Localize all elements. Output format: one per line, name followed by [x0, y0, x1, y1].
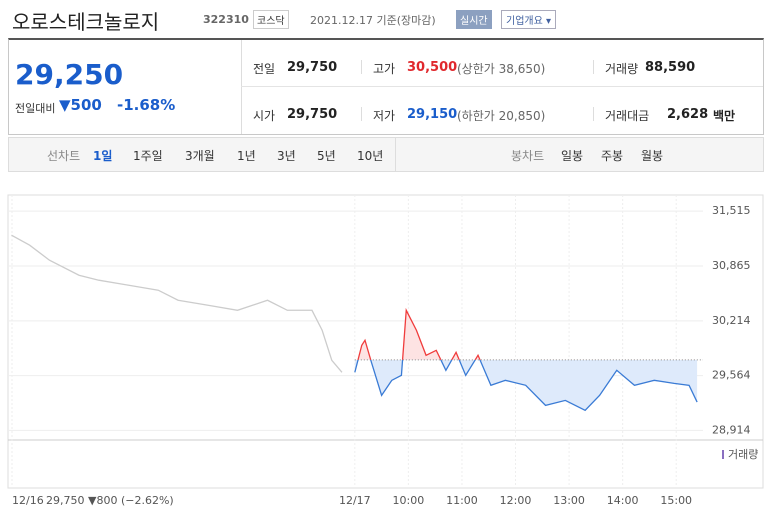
x-tick-label: 10:00 [393, 494, 425, 507]
tab-label: 봉차트 [511, 149, 545, 163]
tab[interactable]: 1년 [237, 149, 256, 163]
tab[interactable]: 월봉 [641, 149, 664, 163]
price-line-down [354, 359, 698, 412]
x-tick-label: 15:00 [660, 494, 692, 507]
x-tick-label: 14:00 [607, 494, 639, 507]
rate: -1.68% [117, 96, 176, 114]
quote-box: 29,250 전일대비 ▼500 -1.68% 전일 29,750 고가 30,500… [8, 38, 764, 135]
change-label: 전일대비 [15, 102, 56, 115]
x-tick-label: 12:00 [500, 494, 532, 507]
tab[interactable]: 3년 [277, 149, 296, 163]
cell-extra: (하한가 20,850) [457, 109, 546, 123]
tab[interactable]: 10년 [357, 149, 384, 163]
y-tick-label: 29,564 [712, 369, 751, 382]
change: ▼500 [59, 96, 102, 114]
tab[interactable]: 일봉 [561, 149, 584, 163]
cell-value: 30,500 [407, 60, 458, 75]
cell-value: 29,750 [287, 60, 338, 75]
price-panel [9, 40, 242, 134]
price: 29,250 [15, 58, 124, 91]
col-divider [361, 107, 362, 121]
market: 코스닥 [253, 10, 289, 29]
cell-label: 거래량 [605, 62, 639, 76]
y-tick-label: 30,214 [712, 314, 751, 327]
volume-label: 거래량 [728, 448, 758, 461]
cell-value: 29,750 [287, 107, 338, 122]
tab[interactable]: 3개월 [185, 149, 215, 163]
y-tick-label: 30,865 [712, 259, 751, 272]
tab-bar: 선차트 1일 1주일 3개월 1년 3년 5년 10년 봉차트 일봉 주봉 월봉 [8, 137, 764, 172]
col-divider [593, 60, 594, 74]
x-tick-label: 13:00 [553, 494, 585, 507]
col-divider [361, 60, 362, 74]
cell-label: 저가 [373, 109, 396, 123]
tab[interactable]: 주봉 [601, 149, 624, 163]
cell-label: 전일 [253, 62, 276, 76]
title: 오로스테크놀로지 [12, 10, 160, 34]
code: 322310 [203, 13, 249, 26]
cell-value: 2,628 [667, 107, 709, 122]
date: 2021.12.17 기준(장마감) [310, 14, 436, 27]
tab[interactable]: 5년 [317, 149, 336, 163]
row-divider [241, 86, 763, 87]
x-tick-label: 12/16 [12, 494, 44, 507]
chart: 31,515 30,865 30,214 29,564 28,914 12/16 12/17… [7, 194, 764, 507]
cell-label: 거래대금 [605, 109, 650, 123]
tab-label: 선차트 [47, 149, 81, 163]
cell-value: 88,590 [645, 60, 696, 75]
realtime-button[interactable]: 실시간 [456, 10, 492, 29]
overview-text: 기업개요 [506, 16, 543, 27]
plot-frame [7, 194, 764, 489]
overview-button[interactable]: 기업개요 ▾ [501, 10, 557, 29]
col-divider [593, 107, 594, 121]
y-tick-label: 28,914 [712, 423, 751, 436]
cell-label: 고가 [373, 62, 396, 76]
prev-summary: 29,750 ▼800 (−2.62%) [46, 494, 174, 507]
cell-value: 29,150 [407, 107, 458, 122]
x-tick-label: 11:00 [446, 494, 478, 507]
up-area [358, 310, 481, 360]
tab-divider [395, 138, 396, 171]
tab[interactable]: 1주일 [133, 149, 163, 163]
x-tick-label: 12/17 [339, 494, 371, 507]
volume-legend [722, 450, 724, 459]
tab[interactable]: 1일 [93, 149, 113, 163]
price-line [11, 234, 343, 373]
cell-extra: (상한가 38,650) [457, 62, 546, 76]
cell-label: 시가 [253, 109, 276, 123]
cell-extra: 백만 [713, 109, 736, 123]
y-tick-label: 31,515 [712, 204, 751, 217]
